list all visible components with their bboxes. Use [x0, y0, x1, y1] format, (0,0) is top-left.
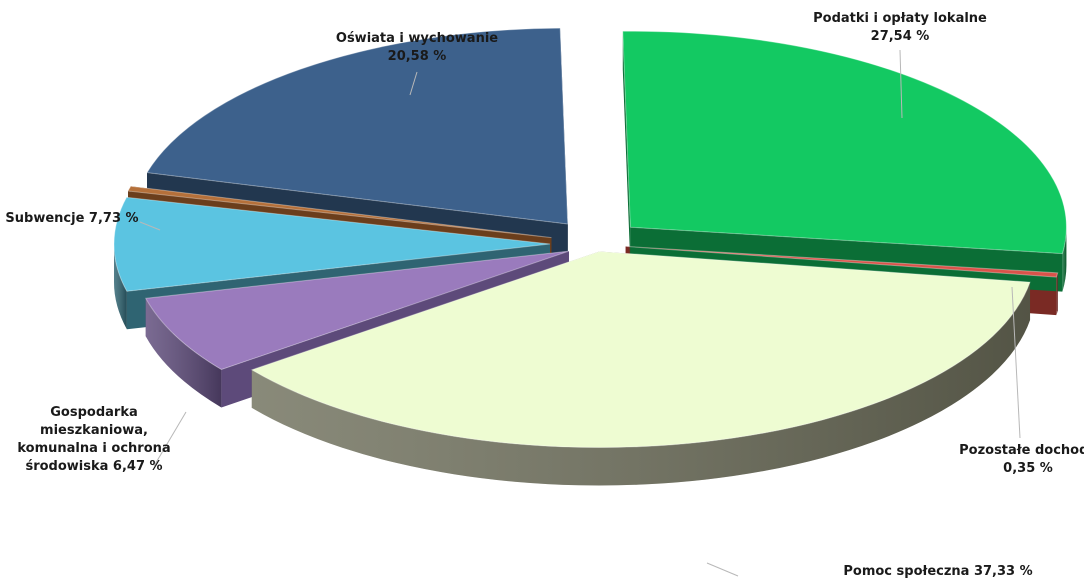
- leader-line-0: [899, 49, 903, 119]
- slice-wall-0-0: [622, 31, 631, 266]
- leader-line-4: [139, 221, 161, 231]
- slice-side-shade-3: [145, 298, 222, 408]
- slice-label-4: Subwencje 7,73 %: [5, 211, 138, 226]
- slice-3: [144, 250, 570, 371]
- slice-label-3-line-3: środowiska 6,47 %: [25, 459, 162, 474]
- slice-side-shade-2: [251, 282, 1031, 486]
- slice-2: [250, 250, 1031, 448]
- slice-1: [625, 245, 1059, 278]
- slice-side-shade-4: [114, 244, 127, 330]
- slice-label-6: Oświata i wychowanie 20,58 %: [336, 31, 498, 64]
- slice-0: [622, 30, 1067, 255]
- slice-labels: Podatki i opłaty lokalne 27,54 % Pozostałe…: [5, 11, 1084, 579]
- slice-side-shade-1: [1056, 272, 1058, 316]
- slice-4: [113, 196, 551, 292]
- slice-6: [146, 27, 569, 225]
- slice-label-4-line-0: Subwencje 7,73 %: [5, 211, 138, 226]
- leader-line-6: [409, 71, 418, 96]
- slice-label-0-line-1: 27,54 %: [871, 29, 930, 44]
- slice-side-shade-0: [1062, 227, 1067, 292]
- leader-lines: [139, 49, 1021, 577]
- pie-slices: [113, 27, 1067, 448]
- slice-label-1: Pozostałe dochody 0,35 %: [959, 443, 1084, 476]
- slice-wall-0-1: [630, 227, 1063, 292]
- slice-label-6-line-0: Oświata i wychowanie: [336, 31, 498, 46]
- slice-label-1-line-1: 0,35 %: [1003, 461, 1053, 476]
- slice-label-3: Gospodarka mieszkaniowa, komunalna i ochro…: [17, 405, 170, 474]
- leader-line-1: [1011, 286, 1021, 439]
- slice-label-3-line-2: komunalna i ochrona: [17, 441, 170, 456]
- slice-label-2-line-0: Pomoc społeczna 37,33 %: [843, 564, 1032, 579]
- slice-label-2: Pomoc społeczna 37,33 %: [843, 564, 1032, 579]
- leader-line-3: [153, 411, 187, 467]
- slice-label-0: Podatki i opłaty lokalne 27,54 %: [813, 11, 987, 44]
- slice-label-3-line-1: mieszkaniowa,: [40, 423, 148, 438]
- leader-line-2: [706, 562, 739, 577]
- slice-5: [127, 185, 552, 239]
- slice-label-3-line-0: Gospodarka: [50, 405, 137, 420]
- slice-label-0-line-0: Podatki i opłaty lokalne: [813, 11, 987, 26]
- slice-label-6-line-1: 20,58 %: [388, 49, 447, 64]
- slice-label-1-line-0: Pozostałe dochody: [959, 443, 1084, 458]
